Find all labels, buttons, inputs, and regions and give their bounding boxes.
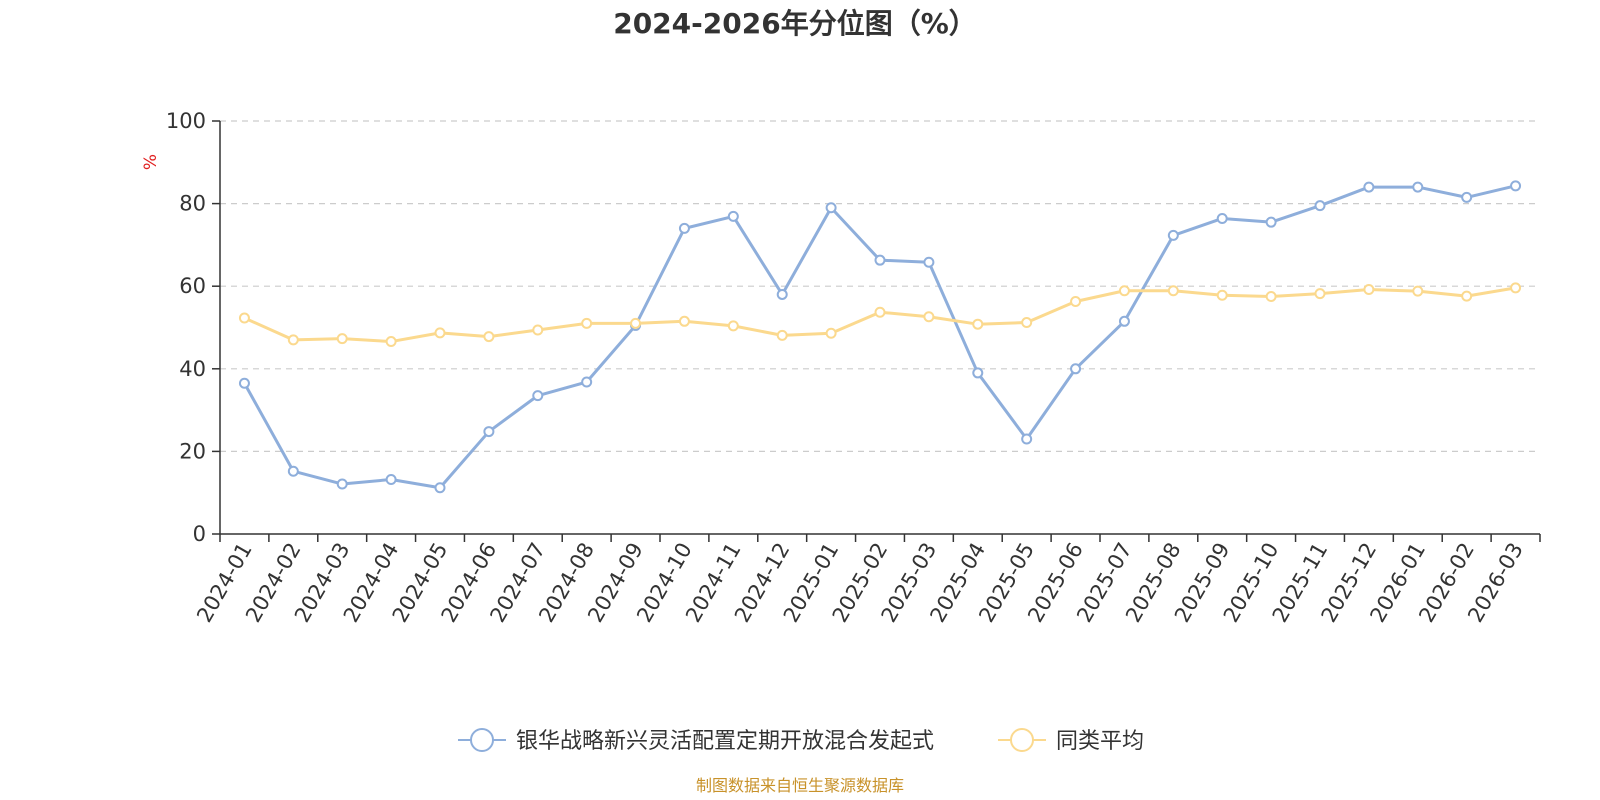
data-point-0-2026-01[interactable] [1412, 181, 1424, 193]
legend-label-1: 同类平均 [1056, 729, 1144, 754]
data-point-1-2024-10[interactable] [678, 315, 690, 327]
data-point-1-2025-08[interactable] [1167, 285, 1179, 297]
data-point-0-2024-08[interactable] [581, 376, 593, 388]
data-point-0-2025-12[interactable] [1363, 181, 1375, 193]
data-point-1-2024-03[interactable] [336, 333, 348, 345]
data-point-0-2024-03[interactable] [336, 478, 348, 490]
axes [219, 121, 1540, 535]
y-axis-label: % [141, 154, 161, 170]
gridlines [220, 120, 1540, 452]
data-point-1-2024-12[interactable] [776, 329, 788, 341]
y-tick-label-20: 20 [179, 439, 206, 463]
data-point-1-2024-05[interactable] [434, 327, 446, 339]
data-point-1-2026-03[interactable] [1510, 282, 1522, 294]
x-axis-ticks: 2024-012024-022024-032024-042024-052024-… [192, 534, 1541, 626]
y-tick-label-60: 60 [179, 274, 206, 298]
y-tick-label-100: 100 [166, 109, 206, 133]
data-point-1-2025-02[interactable] [874, 306, 886, 318]
data-point-0-2025-11[interactable] [1314, 200, 1326, 212]
data-point-1-2024-06[interactable] [483, 331, 495, 343]
data-point-1-2025-11[interactable] [1314, 288, 1326, 300]
data-point-0-2024-02[interactable] [287, 465, 299, 477]
series-1 [238, 282, 1522, 348]
y-tick-label-0: 0 [193, 522, 206, 546]
data-point-0-2024-10[interactable] [678, 222, 690, 234]
data-point-1-2024-02[interactable] [287, 334, 299, 346]
data-point-1-2024-11[interactable] [727, 320, 739, 332]
data-point-1-2025-05[interactable] [1021, 317, 1033, 329]
legend-label-0: 银华战略新兴灵活配置定期开放混合发起式 [516, 729, 934, 754]
data-point-1-2024-01[interactable] [238, 312, 250, 324]
data-point-0-2025-03[interactable] [923, 256, 935, 268]
data-point-0-2025-09[interactable] [1216, 212, 1228, 224]
data-point-1-2024-04[interactable] [385, 336, 397, 348]
legend[interactable]: 银华战略新兴灵活配置定期开放混合发起式 同类平均 [458, 728, 1144, 754]
data-point-1-2024-08[interactable] [581, 317, 593, 329]
data-point-1-2025-04[interactable] [972, 318, 984, 330]
data-point-1-2025-09[interactable] [1216, 289, 1228, 301]
legend-marker-0 [470, 728, 494, 752]
data-point-0-2026-02[interactable] [1461, 191, 1473, 203]
series-line-0 [242, 184, 1518, 490]
data-point-0-2024-07[interactable] [532, 390, 544, 402]
data-point-1-2025-12[interactable] [1363, 284, 1375, 296]
data-point-0-2026-03[interactable] [1510, 180, 1522, 192]
data-point-1-2025-01[interactable] [825, 327, 837, 339]
y-tick-label-40: 40 [179, 357, 206, 381]
data-point-1-2025-07[interactable] [1118, 285, 1130, 297]
data-point-1-2026-02[interactable] [1461, 290, 1473, 302]
data-point-0-2025-06[interactable] [1070, 363, 1082, 375]
data-point-0-2024-05[interactable] [434, 482, 446, 494]
data-point-0-2025-01[interactable] [825, 202, 837, 214]
data-point-0-2025-08[interactable] [1167, 229, 1179, 241]
legend-marker-1 [1010, 728, 1034, 752]
data-point-1-2026-01[interactable] [1412, 285, 1424, 297]
chart-title: 2024-2026年分位图（%） [613, 7, 977, 40]
data-point-1-2024-09[interactable] [630, 317, 642, 329]
data-point-0-2025-10[interactable] [1265, 216, 1277, 228]
data-point-0-2024-11[interactable] [727, 210, 739, 222]
data-point-0-2025-04[interactable] [972, 367, 984, 379]
y-axis-ticks: 0 20 40 60 80 100 [166, 109, 220, 546]
series-group [238, 180, 1522, 494]
data-point-0-2025-05[interactable] [1021, 433, 1033, 445]
legend-item-0[interactable]: 银华战略新兴灵活配置定期开放混合发起式 [458, 728, 934, 754]
data-source-note: 制图数据来自恒生聚源数据库 [696, 776, 904, 795]
data-point-1-2025-03[interactable] [923, 311, 935, 323]
series-0 [238, 180, 1522, 494]
data-point-0-2025-02[interactable] [874, 254, 886, 266]
data-point-1-2024-07[interactable] [532, 324, 544, 336]
data-point-1-2025-10[interactable] [1265, 291, 1277, 303]
data-point-1-2025-06[interactable] [1070, 295, 1082, 307]
data-point-0-2025-07[interactable] [1118, 315, 1130, 327]
data-point-0-2024-06[interactable] [483, 426, 495, 438]
data-point-0-2024-12[interactable] [776, 288, 788, 300]
y-tick-label-80: 80 [179, 192, 206, 216]
data-point-0-2024-01[interactable] [238, 377, 250, 389]
legend-item-1[interactable]: 同类平均 [998, 728, 1144, 754]
data-point-0-2024-04[interactable] [385, 473, 397, 485]
